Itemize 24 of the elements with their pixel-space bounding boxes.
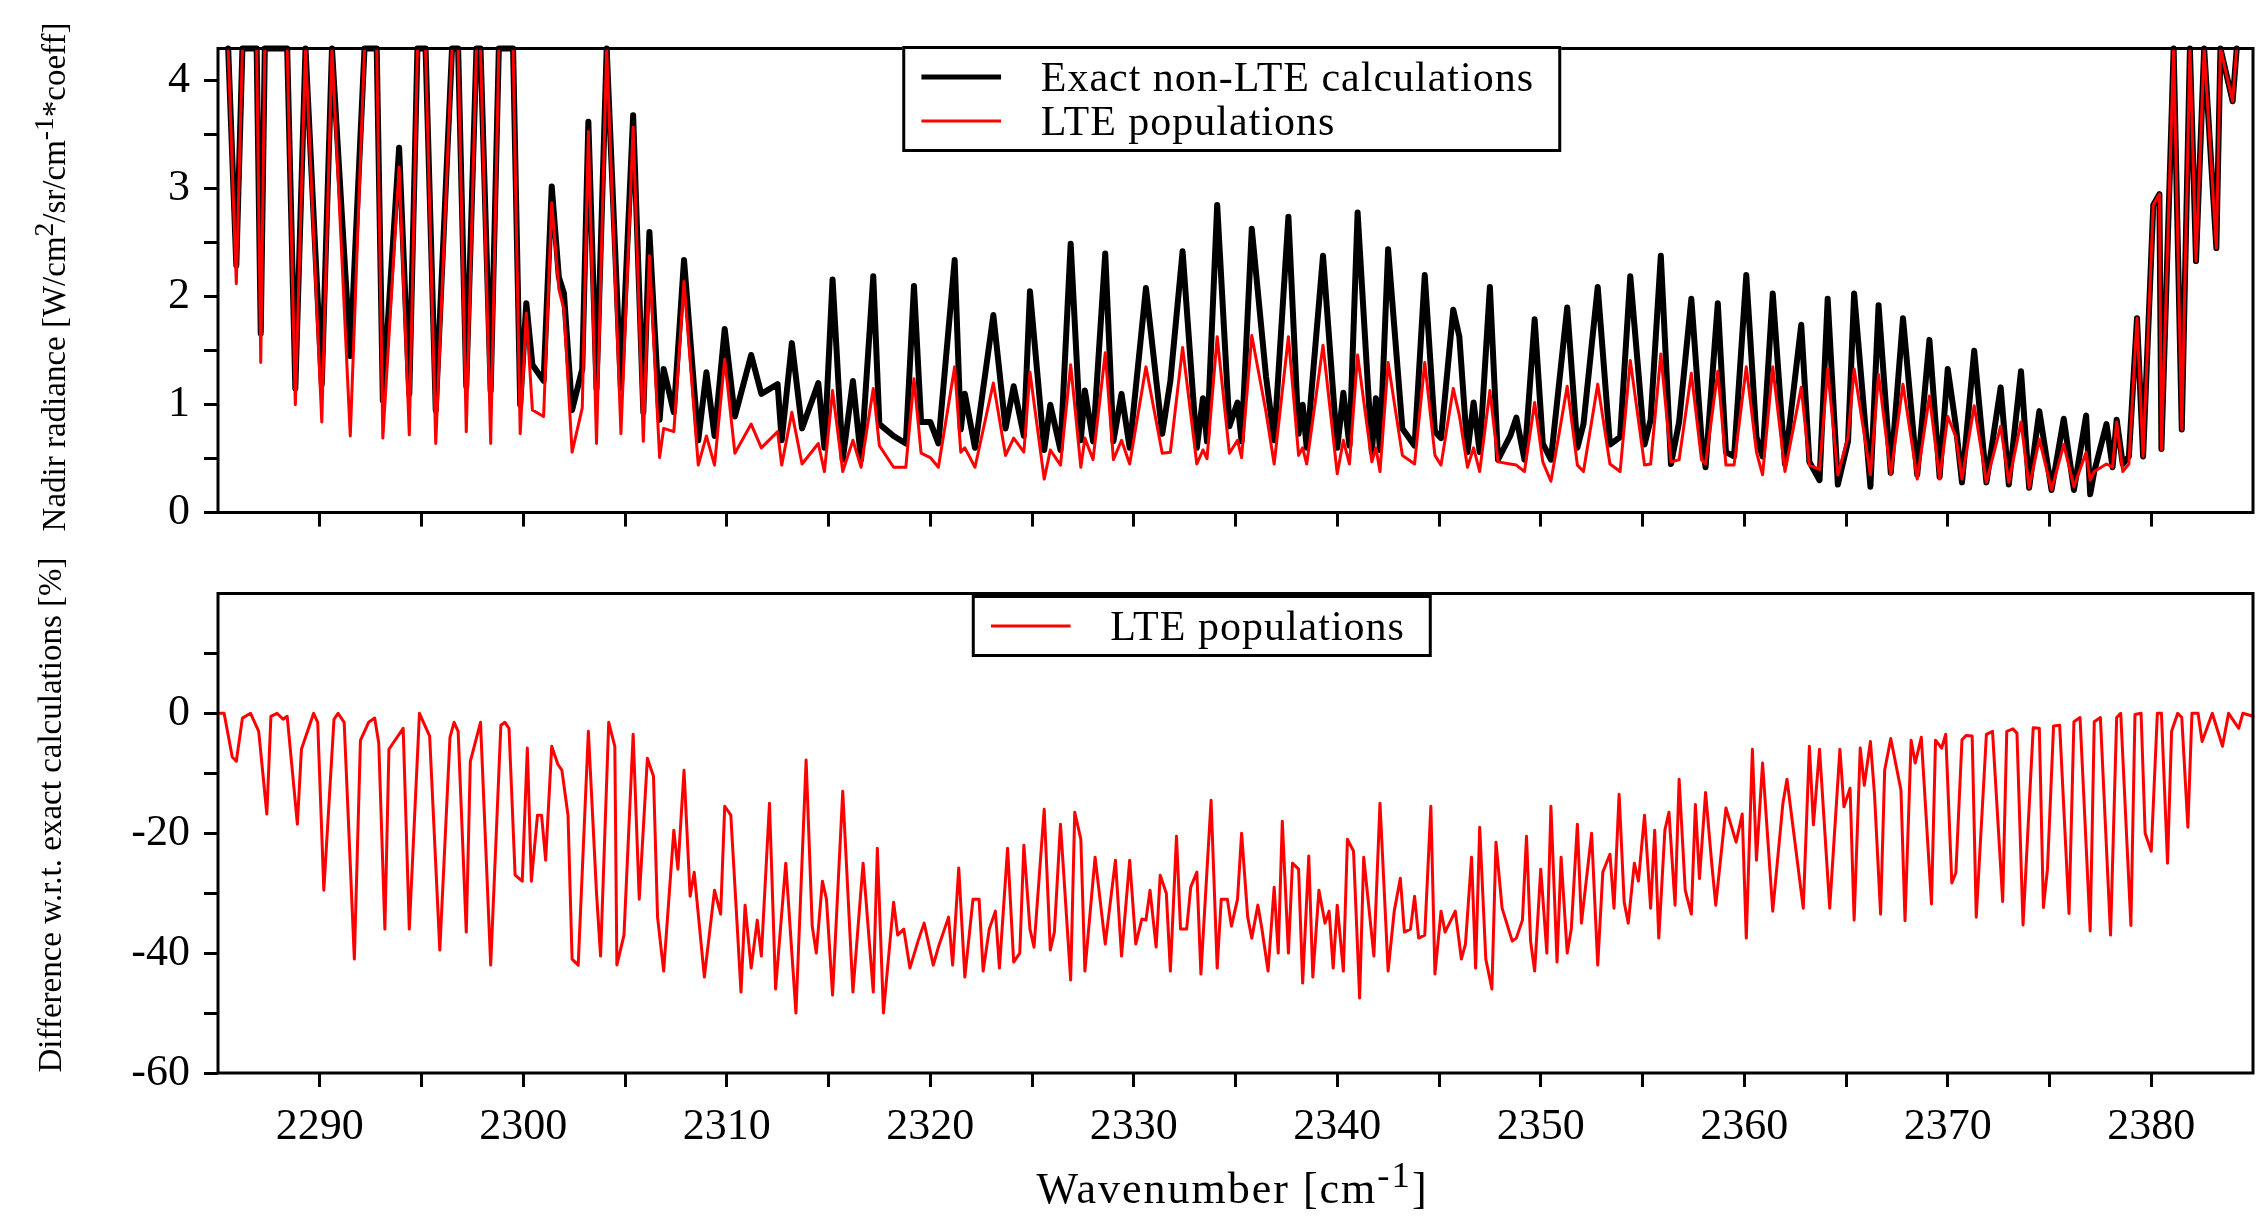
x-tick-label: 2330 [1089,1099,1178,1149]
y-tick-label: 4 [168,53,190,103]
x-tick-label: 2370 [1903,1099,1992,1149]
y-tick-label: 1 [168,377,190,427]
x-axis-title: Wavenumber [cm$^{-1}$] [1035,1153,1430,1214]
y-tick-label: 3 [168,161,190,211]
y-tick-label: -40 [131,925,190,975]
y-tick-label: 0 [168,485,190,535]
y-tick-label: 2 [168,269,190,319]
x-tick-label: 2360 [1700,1099,1789,1149]
x-tick-label: 2320 [886,1099,975,1149]
x-tick-label: 2340 [1293,1099,1382,1149]
y-tick-label: -20 [131,805,190,855]
y-tick-label: -60 [131,1045,190,1095]
x-tick-label: 2380 [2107,1099,2196,1149]
x-tick-label: 2310 [682,1099,771,1149]
x-tick-label: 2350 [1496,1099,1585,1149]
x-tick-label: 2300 [479,1099,568,1149]
legend-label: LTE populations [1110,603,1405,649]
y-axis-title: Difference w.r.t. exact calculations [%] [31,557,69,1073]
x-tick-label: 2290 [275,1099,364,1149]
legend-label: LTE populations [1040,98,1336,145]
y-tick-label: 0 [168,685,190,735]
legend-label: Exact non-LTE calculations [1040,54,1535,101]
